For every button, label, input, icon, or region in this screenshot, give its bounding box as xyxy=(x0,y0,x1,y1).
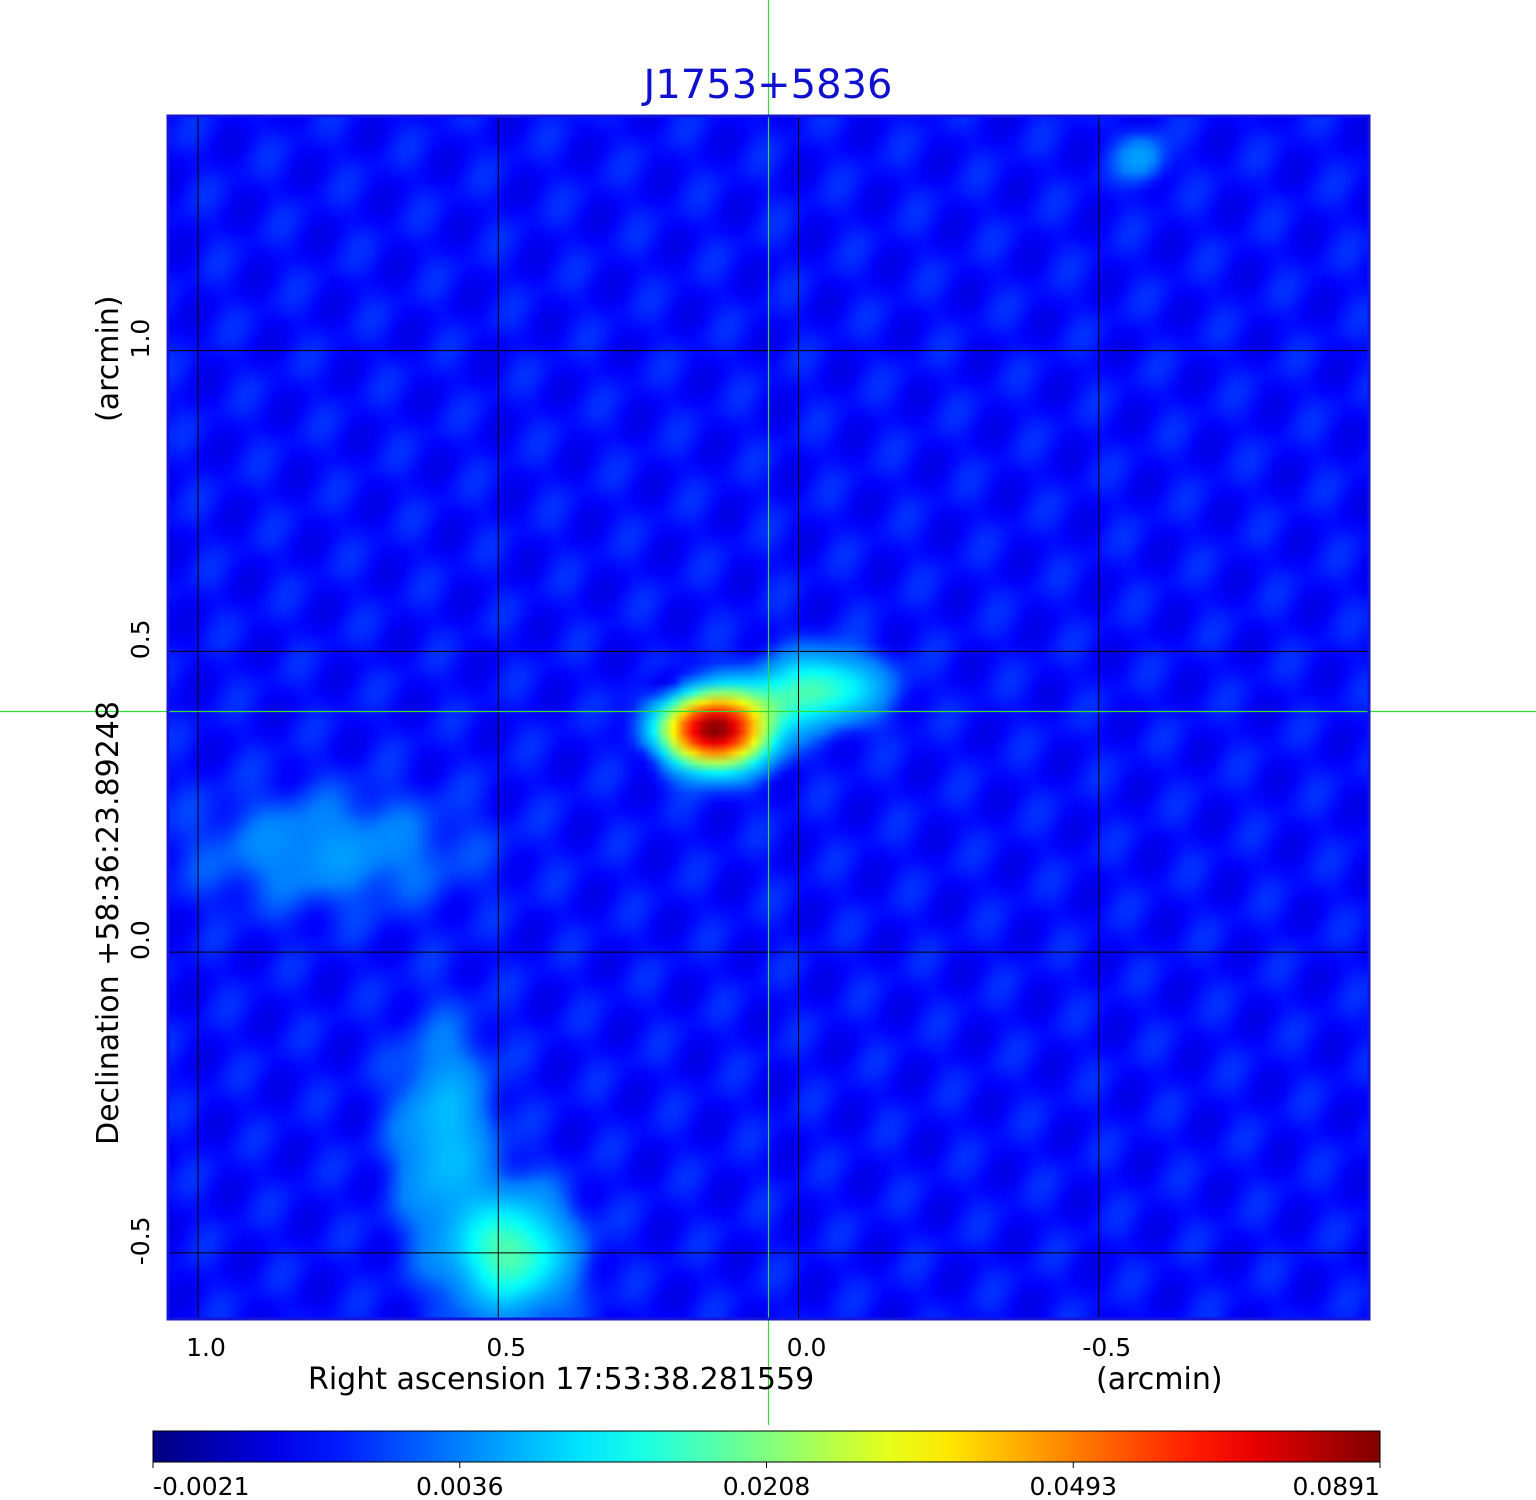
colorbar-tick-label: 0.0036 xyxy=(416,1472,503,1500)
tick-labels: 1.0 0.5 0.0 -0.5 1.0 0.5 0.0 -0.5 xyxy=(126,319,1131,1362)
labels: J1753+5836 Right ascension 17:53:38.2815… xyxy=(91,62,1223,1397)
colorbar-gradient xyxy=(152,1430,1381,1463)
plot-frame xyxy=(166,114,1371,1321)
x-tick-label: 1.0 xyxy=(186,1333,226,1362)
plot-border xyxy=(166,114,1371,1321)
y-tick-label: 0.5 xyxy=(126,619,155,659)
colorbar-tick-label: -0.0021 xyxy=(153,1472,250,1500)
x-tick-label: 0.0 xyxy=(787,1333,827,1362)
colorbar-tick-label: 0.0493 xyxy=(1030,1472,1117,1500)
y-tick-label: -0.5 xyxy=(126,1216,155,1265)
chart-title: J1753+5836 xyxy=(641,62,893,108)
y-tick-label: 1.0 xyxy=(126,319,155,359)
colorbar: -0.0021 0.0036 0.0208 0.0493 0.0891 xyxy=(152,1430,1381,1500)
x-axis-unit: (arcmin) xyxy=(1096,1362,1223,1397)
colorbar-tick-label: 0.0891 xyxy=(1293,1472,1380,1500)
y-axis-label: Declination +58:36:23.89248 xyxy=(91,701,126,1145)
x-tick-label: -0.5 xyxy=(1082,1333,1131,1362)
y-axis-unit: (arcmin) xyxy=(91,295,126,422)
colorbar-tick-label: 0.0208 xyxy=(723,1472,810,1500)
y-tick-label: 0.0 xyxy=(126,920,155,960)
x-axis-label: Right ascension 17:53:38.281559 xyxy=(308,1362,814,1397)
x-tick-label: 0.5 xyxy=(486,1333,526,1362)
crosshair xyxy=(0,0,1536,1425)
